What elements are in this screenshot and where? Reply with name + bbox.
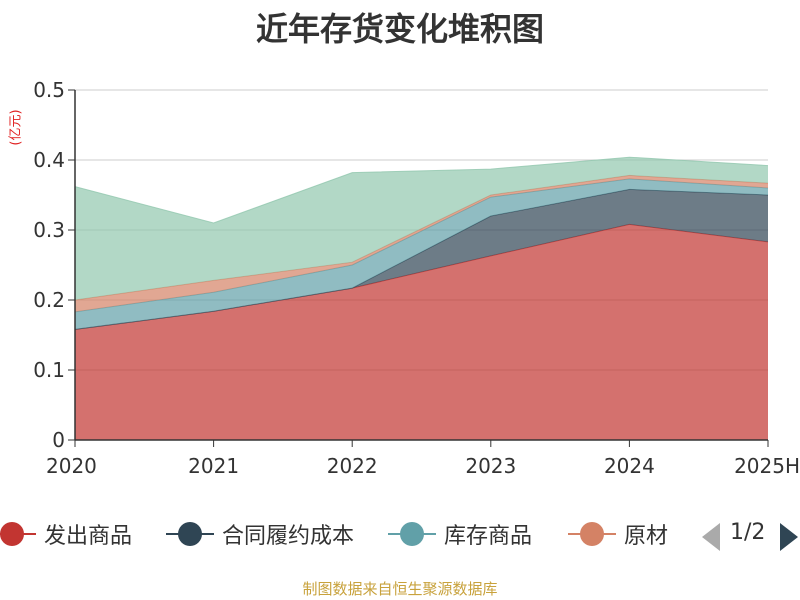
x-tick-label: 2020 (46, 454, 97, 478)
legend-swatch-icon (0, 515, 38, 553)
legend-label: 合同履约成本 (222, 524, 355, 549)
area-series-1 (75, 224, 768, 440)
area-series (74, 156, 769, 440)
legend-item[interactable]: 原材 (566, 515, 668, 553)
series-line-5 (74, 156, 769, 224)
legend-pager: 1/2 (700, 515, 800, 555)
legend-label: 原材 (624, 524, 669, 549)
pager-next-arrow-icon[interactable] (780, 523, 798, 551)
legend-label: 发出商品 (44, 524, 133, 549)
y-tick-label: 0.2 (33, 288, 65, 312)
tick-labels: 0 0.1 0.2 0.3 0.4 0.5 2020 2021 2022 2023 2024 2025… (33, 78, 800, 478)
legend-label: 库存商品 (444, 524, 533, 549)
x-tick-label: 2025H (734, 454, 800, 478)
area-series-4 (75, 175, 768, 312)
legend: 发出商品 合同履约成本 库存商品 原材 (0, 515, 786, 555)
legend-swatch-icon (386, 515, 438, 553)
x-tick-label: 2022 (327, 454, 378, 478)
pager-prev-arrow-icon[interactable] (702, 523, 720, 551)
x-tick-label: 2024 (604, 454, 655, 478)
y-tick-label: 0 (52, 428, 65, 452)
y-tick-label: 0.5 (33, 78, 65, 102)
legend-item[interactable]: 库存商品 (386, 515, 532, 553)
chart-title: 近年存货变化堆积图 (255, 10, 544, 48)
legend-swatch-icon (164, 515, 216, 553)
axes (68, 89, 769, 447)
y-tick-label: 0.4 (33, 148, 65, 172)
legend-item[interactable]: 合同履约成本 (164, 515, 354, 553)
y-tick-label: 0.1 (33, 358, 65, 382)
legend-item[interactable]: 发出商品 (0, 515, 132, 553)
stacked-area-chart: 0 0.1 0.2 0.3 0.4 0.5 2020 2021 2022 2023 2024 2025… (33, 78, 800, 478)
x-tick-label: 2023 (465, 454, 516, 478)
pager-page-indicator: 1/2 (730, 520, 766, 545)
x-tick-label: 2021 (188, 454, 239, 478)
area-series-5 (75, 157, 768, 300)
area-series-2 (75, 189, 768, 330)
y-tick-label: 0.3 (33, 218, 65, 242)
area-series-3 (75, 178, 768, 330)
legend-swatch-icon (566, 515, 618, 553)
source-note: 制图数据来自恒生聚源数据库 (302, 580, 498, 598)
